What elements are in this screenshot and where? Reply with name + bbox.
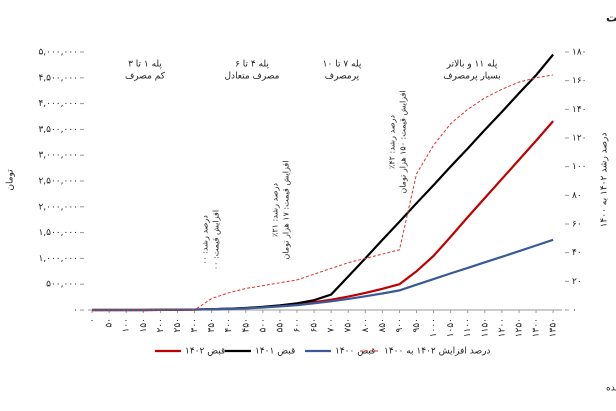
y-tick-label: ۴,۰۰۰,۰۰۰: [38, 99, 78, 109]
annotation: افزایش قیمت: ۰۰: [212, 210, 221, 270]
y2-tick-label: ۰: [572, 306, 577, 316]
y-tick-label: ۲,۰۰۰,۰۰۰: [38, 202, 78, 212]
x-tick-label: ۱۰۰۰: [429, 318, 439, 337]
x-tick-label: ۶۵۰: [310, 318, 320, 333]
x-tick-label: ۳۵۰: [207, 318, 217, 333]
chart-title: نمودار ۱۱. مقایسه مبلغ قبض مشترک گاز خان…: [606, 11, 616, 26]
x-tick-label: ۲۰۰: [156, 318, 166, 333]
x-tick-label: ۴۵۰: [241, 318, 251, 333]
x-tick-label: ۱۲۵۰: [514, 318, 524, 337]
band-label: کم مصرف: [125, 72, 166, 82]
y2-tick-label: ۲۰: [572, 277, 582, 287]
x-tick-label: ۱۰۰: [122, 318, 132, 333]
y-tick-label: ۱,۰۰۰,۰۰۰: [38, 254, 78, 264]
x-tick-label: ۴۰۰: [224, 318, 234, 333]
x-tick-label: ۱۳۰۰: [532, 318, 542, 337]
band-label: پله ۷ تا ۱۰: [323, 60, 362, 70]
y-axis-title: تومان: [6, 169, 16, 191]
y2-tick-label: ۴۰: [572, 248, 582, 258]
x-tick-label: ۱۳۵۰: [549, 318, 559, 337]
y-tick-label: ۴,۵۰۰,۰۰۰: [38, 73, 78, 83]
y-tick-label: ۲,۵۰۰,۰۰۰: [38, 177, 78, 187]
annotation: افزایش قیمت: ۱۵۰ هزار تومان: [399, 90, 408, 193]
x-tick-label: ۳۰۰: [190, 318, 200, 333]
x-tick-label: ۱۱۰۰: [463, 318, 473, 337]
x-tick-label: ۹۰۰: [395, 318, 405, 333]
series-line: [92, 238, 554, 312]
annotation: درصد رشد: ۲۱٪: [271, 183, 280, 237]
x-tick-label: ۵۰: [105, 318, 115, 328]
y2-tick-label: ۱۶۰: [572, 76, 587, 86]
band-label: مصرف متعادل: [225, 72, 280, 82]
series-line: [92, 74, 554, 311]
x-tick-label: ۰: [88, 318, 98, 323]
series-line: [92, 120, 554, 312]
annotation: درصد رشد: ۴۲٪: [388, 115, 397, 169]
x-tick-label: ۶۰۰: [292, 318, 302, 333]
y-tick-label: ۳,۰۰۰,۰۰۰: [38, 151, 78, 161]
y2-tick-label: ۱۴۰: [572, 105, 587, 115]
y2-tick-label: ۱۲۰: [572, 134, 587, 144]
band-label: بسیار پرمصرف: [443, 72, 501, 82]
annotation: درصد رشد: ۰۰: [201, 215, 210, 265]
x-tick-label: ۱۲۰۰: [497, 318, 507, 337]
x-tick-label: ۱۱۵۰: [480, 318, 490, 337]
y-tick-label: ۱,۵۰۰,۰۰۰: [38, 228, 78, 238]
y2-axis-title: درصد رشد ۱۴۰۲ به ۱۴۰۰: [600, 133, 610, 228]
band-label: پرمصرف: [325, 72, 360, 82]
x-tick-label: ۷۵۰: [344, 318, 354, 333]
x-tick-label: ۲۵۰: [173, 318, 183, 333]
legend-label: درصد افزایش ۱۴۰۲ به ۱۴۰۰: [384, 347, 490, 357]
y-tick-label: ۵۰۰,۰۰۰: [46, 280, 78, 290]
x-tick-label: ۷۰۰: [327, 318, 337, 333]
band-label: پله ۴ تا ۶: [235, 60, 269, 70]
y2-tick-label: ۸۰: [572, 191, 582, 201]
x-tick-label: ۸۵۰: [378, 318, 388, 333]
legend-label: قبض ۱۴۰۲: [185, 347, 225, 357]
legend-label: قبض ۱۴۰۰: [335, 347, 375, 357]
y2-tick-label: ۱۰۰: [572, 162, 587, 172]
x-tick-label: ۵۰۰: [258, 318, 268, 333]
x-tick-label: ۱۵۰: [139, 318, 149, 333]
y-tick-label: ۰: [73, 306, 78, 316]
annotation: افزایش قیمت: ۱۷ هزار تومان: [282, 161, 291, 260]
y-tick-label: ۵,۰۰۰,۰۰۰: [38, 48, 78, 58]
band-label: پله ۱۱ و بالاتر: [446, 60, 498, 70]
x-tick-label: ۹۵۰: [412, 318, 422, 333]
y2-tick-label: ۱۸۰: [572, 48, 587, 58]
y-tick-label: ۳,۵۰۰,۰۰۰: [38, 125, 78, 135]
source: مأخذ: محاسبات نگارنده: [606, 381, 616, 394]
legend-label: قبض ۱۴۰۱: [255, 347, 295, 357]
x-tick-label: ۱۰۵۰: [446, 318, 456, 337]
y2-tick-label: ۶۰: [572, 220, 582, 230]
x-tick-label: ۸۰۰: [361, 318, 371, 333]
x-tick-label: ۵۵۰: [275, 318, 285, 333]
band-label: پله ۱ تا ۳: [128, 60, 162, 70]
